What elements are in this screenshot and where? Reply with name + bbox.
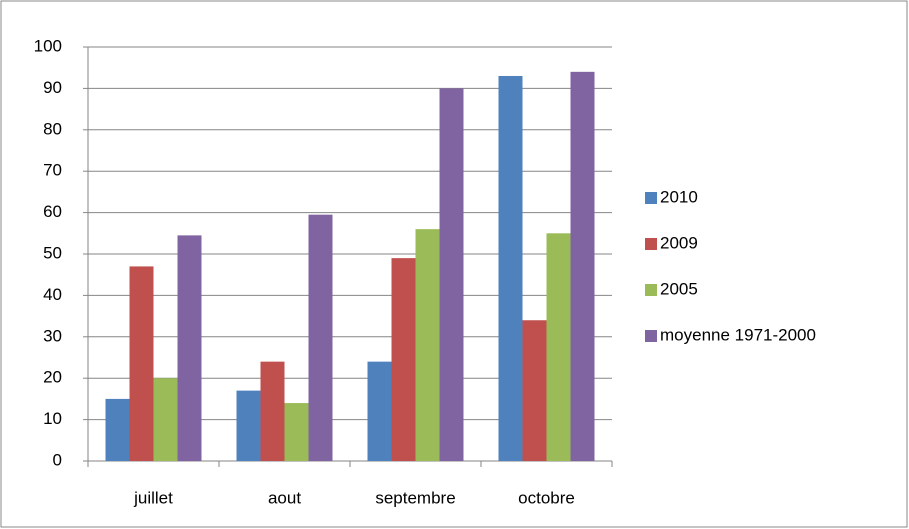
bar <box>367 361 392 461</box>
legend-label: 2009 <box>660 233 698 252</box>
bar <box>284 403 309 461</box>
bar <box>415 229 440 461</box>
bar <box>522 320 547 461</box>
bar <box>129 266 154 461</box>
y-tick-label: 30 <box>43 326 62 345</box>
y-tick-label: 90 <box>43 78 62 97</box>
y-tick-label: 0 <box>53 450 62 469</box>
bar <box>439 88 464 462</box>
x-tick-label: juillet <box>133 488 173 507</box>
y-tick-label: 70 <box>43 161 62 180</box>
legend-label: 2005 <box>660 279 698 298</box>
bar <box>308 214 333 461</box>
bar <box>105 398 130 461</box>
bar <box>153 378 178 461</box>
bar <box>546 233 571 461</box>
bar <box>177 235 202 461</box>
bar <box>498 75 523 461</box>
bar <box>391 258 416 461</box>
y-tick-label: 40 <box>43 285 62 304</box>
legend-label: moyenne 1971-2000 <box>660 325 816 344</box>
legend-swatch <box>645 192 657 204</box>
x-tick-label: octobre <box>518 488 575 507</box>
legend-swatch <box>645 284 657 296</box>
bar <box>260 361 285 461</box>
y-tick-label: 100 <box>34 36 62 55</box>
legend-label: 2010 <box>660 187 698 206</box>
bar <box>236 390 261 461</box>
bar <box>570 71 595 461</box>
x-tick-label: aout <box>268 488 301 507</box>
x-tick-label: septembre <box>375 488 455 507</box>
y-tick-label: 60 <box>43 202 62 221</box>
legend-swatch <box>645 330 657 342</box>
y-tick-label: 20 <box>43 368 62 387</box>
y-tick-label: 50 <box>43 243 62 262</box>
legend-swatch <box>645 238 657 250</box>
y-tick-label: 80 <box>43 119 62 138</box>
y-tick-label: 10 <box>43 409 62 428</box>
